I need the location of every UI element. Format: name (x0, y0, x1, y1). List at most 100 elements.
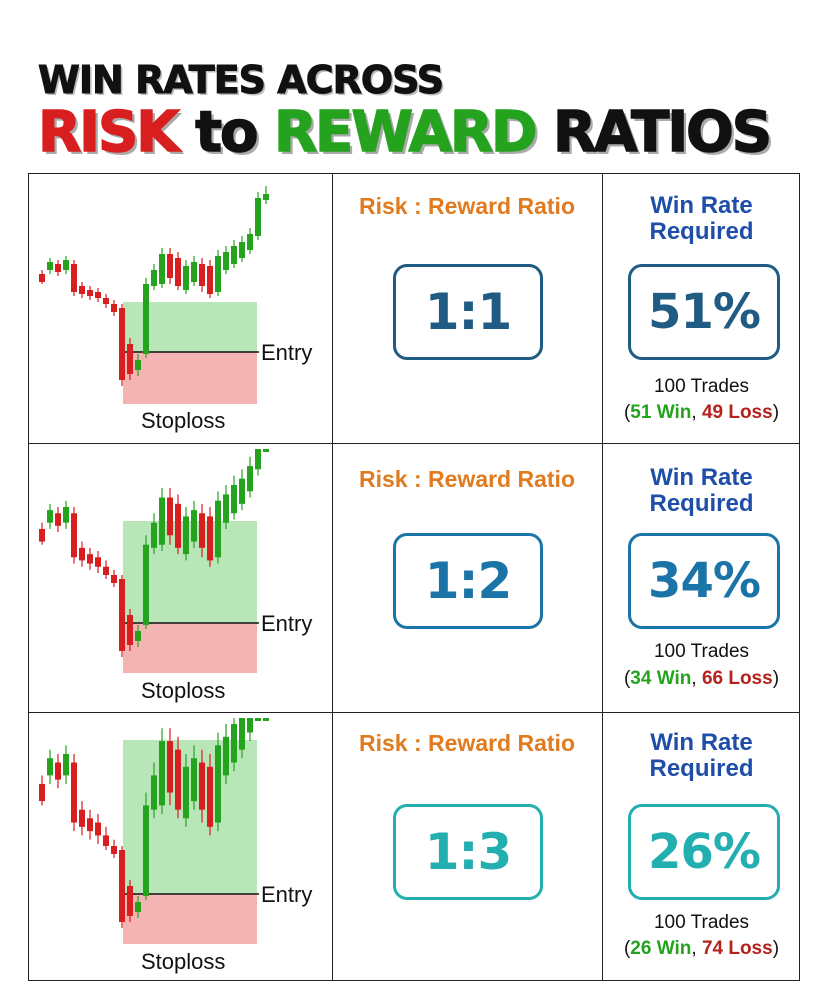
win-loss-breakdown: (51 Win, 49 Loss) (602, 402, 801, 424)
ratio-header: Risk : Reward Ratio (359, 193, 575, 219)
bearish-candle (79, 809, 85, 827)
losses-count: 66 Loss (701, 668, 773, 689)
wins-count: 51 Win (630, 402, 692, 423)
table-row-1-2: Entry Stoploss Risk : Reward Ratio 1:2 W… (29, 443, 801, 712)
column-divider (602, 174, 603, 980)
bullish-candle (183, 766, 189, 819)
bearish-candle (175, 749, 181, 810)
bullish-candle (47, 262, 53, 270)
bullish-candle (159, 741, 165, 806)
loss-zone (123, 352, 257, 404)
loss-zone (123, 894, 257, 944)
win-rate-header-line2: Required (649, 755, 754, 782)
win-rate-value: 34% (628, 533, 780, 629)
win-rate-header: Win Rate Required (602, 193, 801, 245)
bearish-candle (127, 886, 133, 916)
bullish-candle (63, 506, 69, 523)
bearish-candle (111, 846, 117, 854)
bullish-candle (151, 522, 157, 548)
bullish-candle (63, 260, 69, 270)
separator: , (691, 668, 702, 689)
stoploss-label: Stoploss (141, 408, 226, 433)
bullish-candle (263, 718, 269, 721)
bullish-candle (247, 718, 253, 733)
bearish-candle (175, 258, 181, 286)
ratio-value: 1:1 (393, 264, 543, 360)
row-divider (29, 712, 799, 713)
bullish-candle (191, 262, 197, 282)
trade-setup-chart: Entry Stoploss (29, 174, 332, 443)
loss-zone (123, 623, 257, 673)
bearish-candle (87, 290, 93, 296)
bullish-candle (191, 510, 197, 542)
bearish-candle (119, 850, 125, 922)
column-divider (332, 174, 333, 980)
bearish-candle (127, 344, 133, 374)
bearish-candle (199, 762, 205, 810)
bearish-candle (79, 286, 85, 294)
win-loss-breakdown: (26 Win, 74 Loss) (602, 938, 801, 960)
bullish-candle (215, 500, 221, 558)
bullish-candle (263, 449, 269, 452)
bullish-candle (223, 252, 229, 270)
entry-label: Entry (261, 340, 313, 365)
bullish-candle (159, 254, 165, 284)
bullish-candle (151, 270, 157, 286)
bullish-candle (143, 544, 149, 625)
bullish-candle (239, 718, 245, 750)
bullish-candle (255, 198, 261, 236)
bullish-candle (239, 242, 245, 258)
losses-count: 49 Loss (701, 402, 773, 423)
bullish-candle (247, 234, 253, 250)
win-rate-header-line2: Required (649, 490, 754, 517)
bearish-candle (95, 822, 101, 836)
win-loss-breakdown: (34 Win, 66 Loss) (602, 668, 801, 690)
bearish-candle (55, 264, 61, 272)
title-to: to (194, 99, 259, 166)
bearish-candle (39, 274, 45, 282)
win-rate-value: 26% (628, 804, 780, 900)
trades-count: 100 Trades (653, 912, 750, 933)
close-paren: ) (772, 668, 780, 689)
candlestick-chart (39, 186, 269, 404)
title-risk: RISK (37, 99, 180, 166)
bullish-candle (63, 753, 69, 776)
win-rate-value: 51% (628, 264, 780, 360)
bullish-candle (183, 516, 189, 555)
separator: , (691, 938, 702, 959)
table-row-1-3: Entry Stoploss Risk : Reward Ratio 1:3 W… (29, 712, 801, 982)
bullish-candle (135, 902, 141, 912)
bearish-candle (103, 835, 109, 846)
win-rate-header: Win Rate Required (602, 465, 801, 517)
bearish-candle (199, 264, 205, 286)
bullish-candle (159, 497, 165, 545)
bullish-candle (135, 631, 141, 641)
bearish-candle (167, 497, 173, 536)
close-paren: ) (772, 938, 780, 959)
win-rate-header: Win Rate Required (602, 730, 801, 782)
bearish-candle (87, 818, 93, 832)
losses-count: 74 Loss (701, 938, 773, 959)
bearish-candle (103, 298, 109, 304)
ratio-table: Entry Stoploss Risk : Reward Ratio 1:1 W… (28, 173, 800, 981)
ratio-header: Risk : Reward Ratio (359, 466, 575, 492)
bullish-candle (231, 723, 237, 763)
bullish-candle (239, 478, 245, 504)
bullish-candle (223, 494, 229, 523)
bearish-candle (79, 547, 85, 561)
ratio-value: 1:3 (393, 804, 543, 900)
open-paren: ( (623, 668, 631, 689)
wins-count: 26 Win (630, 938, 692, 959)
bearish-candle (207, 266, 213, 294)
trade-setup-chart: Entry Stoploss (29, 712, 332, 982)
bearish-candle (103, 566, 109, 575)
entry-label: Entry (261, 611, 313, 636)
bearish-candle (207, 516, 213, 561)
separator: , (691, 402, 702, 423)
ratio-value: 1:2 (393, 533, 543, 629)
win-rate-header-line1: Win Rate (650, 464, 753, 491)
stoploss-label: Stoploss (141, 678, 226, 703)
bullish-candle (247, 466, 253, 492)
candlestick-chart (39, 449, 269, 673)
stoploss-label: Stoploss (141, 949, 226, 974)
